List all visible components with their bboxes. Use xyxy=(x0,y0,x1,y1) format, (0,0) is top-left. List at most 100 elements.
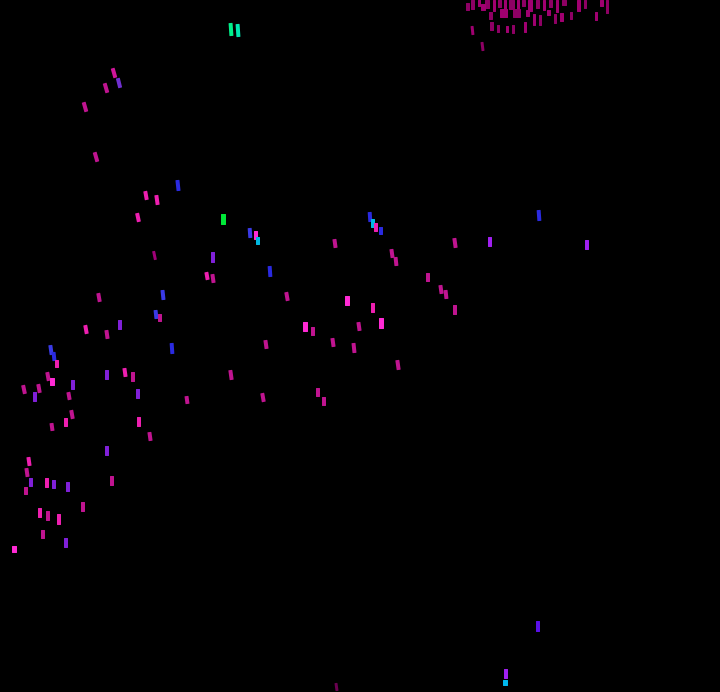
glyph-mark xyxy=(536,0,540,9)
glyph-mark xyxy=(66,482,70,492)
glyph-mark xyxy=(228,369,234,381)
glyph-mark xyxy=(438,284,444,295)
glyph-mark xyxy=(51,351,57,362)
glyph-mark xyxy=(228,22,234,37)
glyph-mark xyxy=(104,329,110,340)
glyph-mark xyxy=(46,511,50,521)
glyph-mark xyxy=(45,478,49,488)
glyph-mark xyxy=(38,508,42,518)
glyph-mark xyxy=(69,409,75,420)
glyph-mark xyxy=(211,252,215,263)
glyph-mark xyxy=(160,289,166,301)
glyph-mark xyxy=(184,395,190,405)
glyph-mark xyxy=(81,101,89,113)
glyph-mark xyxy=(330,337,336,348)
glyph-mark xyxy=(55,360,59,368)
glyph-mark xyxy=(110,67,118,79)
glyph-mark xyxy=(137,417,141,427)
glyph-mark xyxy=(470,25,475,36)
glyph-mark xyxy=(136,389,140,399)
glyph-mark xyxy=(478,0,481,7)
glyph-mark xyxy=(504,669,508,679)
glyph-mark xyxy=(356,321,362,332)
glyph-mark xyxy=(102,82,110,94)
glyph-mark xyxy=(584,0,587,9)
glyph-mark xyxy=(147,431,153,442)
glyph-mark xyxy=(48,344,54,356)
glyph-mark xyxy=(81,502,85,512)
glyph-mark xyxy=(247,227,253,239)
glyph-mark xyxy=(221,214,226,225)
glyph-mark xyxy=(12,546,17,553)
glyph-mark xyxy=(96,292,102,303)
glyph-mark xyxy=(393,256,399,267)
glyph-mark xyxy=(452,237,458,249)
glyph-mark xyxy=(539,15,542,26)
glyph-mark xyxy=(513,9,521,18)
glyph-mark xyxy=(466,3,470,11)
glyph-mark xyxy=(504,0,507,11)
glyph-mark xyxy=(45,371,51,382)
glyph-mark xyxy=(509,0,515,10)
glyph-mark xyxy=(71,380,75,390)
glyph-mark xyxy=(493,0,496,12)
glyph-mark xyxy=(536,621,540,632)
glyph-mark xyxy=(389,248,395,259)
glyph-mark xyxy=(256,237,260,245)
glyph-mark xyxy=(29,478,33,487)
glyph-mark xyxy=(503,680,508,686)
glyph-mark xyxy=(533,14,536,26)
glyph-mark xyxy=(371,219,375,228)
glyph-mark xyxy=(33,392,37,402)
glyph-mark xyxy=(497,25,500,33)
glyph-mark xyxy=(118,320,122,330)
glyph-mark xyxy=(371,303,375,313)
glyph-mark xyxy=(135,212,141,223)
glyph-mark xyxy=(595,12,598,21)
glyph-mark xyxy=(210,273,216,284)
glyph-mark xyxy=(24,467,30,478)
glyph-mark xyxy=(577,0,581,12)
glyph-mark xyxy=(606,0,609,14)
glyph-mark xyxy=(131,372,135,382)
glyph-mark xyxy=(83,324,89,335)
glyph-mark xyxy=(453,305,457,315)
glyph-mark xyxy=(26,456,32,467)
glyph-mark xyxy=(426,273,430,282)
glyph-mark xyxy=(395,359,401,371)
glyph-mark xyxy=(158,314,162,322)
glyph-mark xyxy=(235,23,241,38)
glyph-mark xyxy=(24,487,28,495)
glyph-mark xyxy=(480,41,485,52)
glyph-mark xyxy=(554,14,557,24)
glyph-mark xyxy=(524,22,527,33)
glyph-mark xyxy=(379,318,384,329)
glyph-mark xyxy=(36,383,42,394)
glyph-mark xyxy=(57,514,61,525)
glyph-mark xyxy=(110,476,114,486)
glyph-mark xyxy=(379,227,383,235)
glyph-mark xyxy=(122,367,128,378)
glyph-mark xyxy=(549,0,553,8)
glyph-mark xyxy=(263,339,269,350)
glyph-mark xyxy=(562,0,567,6)
glyph-mark xyxy=(92,151,100,163)
glyph-mark xyxy=(547,10,551,16)
glyph-mark xyxy=(267,265,273,278)
glyph-mark xyxy=(284,291,290,302)
glyph-mark xyxy=(528,0,533,12)
glyph-mark xyxy=(506,26,509,33)
glyph-mark xyxy=(570,12,573,20)
glyph-mark xyxy=(21,384,27,395)
glyph-mark xyxy=(498,0,502,8)
glyph-mark xyxy=(500,9,508,18)
glyph-mark xyxy=(517,0,520,13)
glyph-mark xyxy=(153,309,159,320)
glyph-mark xyxy=(169,342,175,355)
glyph-mark xyxy=(311,327,315,336)
glyph-mark xyxy=(66,391,72,401)
glyph-mark xyxy=(316,388,320,397)
glyph-mark xyxy=(64,418,68,427)
